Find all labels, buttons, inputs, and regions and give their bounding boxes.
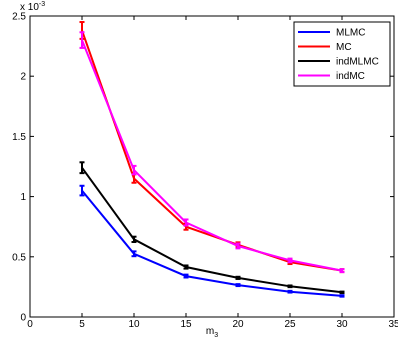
y-tick-label: 2.5 <box>12 12 26 23</box>
series-line-mc <box>81 30 343 272</box>
series-indmc <box>79 31 345 274</box>
legend-label: MLMC <box>336 28 365 39</box>
x-tick-label: 0 <box>27 319 33 330</box>
y-axis: 0 0.5 1 1.5 2 2.5 <box>12 12 394 324</box>
data-point <box>289 285 291 288</box>
x-axis-label: m3 <box>206 326 218 339</box>
data-point <box>237 245 239 247</box>
x-axis: 0 5 10 15 20 25 30 35 <box>27 16 398 330</box>
x-tick-label: 15 <box>180 319 192 330</box>
data-point <box>133 177 135 180</box>
series-indmlmc <box>79 161 345 295</box>
data-point <box>341 291 343 294</box>
data-point <box>341 269 343 272</box>
data-point <box>341 295 343 297</box>
data-point <box>185 221 187 224</box>
y-tick-label: 0 <box>20 313 26 324</box>
data-point <box>133 252 135 255</box>
legend-label: indMC <box>336 71 365 82</box>
y-tick-label: 0.5 <box>12 252 26 263</box>
data-point <box>81 189 83 192</box>
y-tick-label: 1.5 <box>12 132 26 143</box>
data-point <box>81 29 83 32</box>
data-point <box>237 284 239 286</box>
data-point <box>289 290 291 293</box>
data-point <box>289 259 291 262</box>
y-multiplier-label: x 10-3 <box>20 1 45 13</box>
series-line-mlmc <box>81 189 343 297</box>
data-point <box>81 166 83 169</box>
data-point <box>81 39 83 41</box>
y-tick-label: 1 <box>20 192 26 203</box>
series-layer <box>79 21 345 298</box>
data-point <box>237 277 239 279</box>
data-point <box>133 169 135 171</box>
x-tick-label: 5 <box>79 319 85 330</box>
series-line-indmc <box>81 39 343 272</box>
y-tick-label: 2 <box>20 72 26 83</box>
x-tick-label: 10 <box>128 319 140 330</box>
series-mlmc <box>79 184 345 298</box>
data-point <box>133 238 135 241</box>
x-tick-label: 35 <box>388 319 398 330</box>
legend-label: indMLMC <box>336 57 379 68</box>
data-point <box>185 266 187 268</box>
x-tick-label: 30 <box>336 319 348 330</box>
x-tick-label: 25 <box>284 319 296 330</box>
series-line-indmlmc <box>81 167 343 294</box>
data-point <box>185 275 187 277</box>
legend: MLMC MC indMLMC indMC <box>293 21 391 87</box>
legend-label: MC <box>336 42 352 53</box>
x-tick-label: 20 <box>232 319 244 330</box>
